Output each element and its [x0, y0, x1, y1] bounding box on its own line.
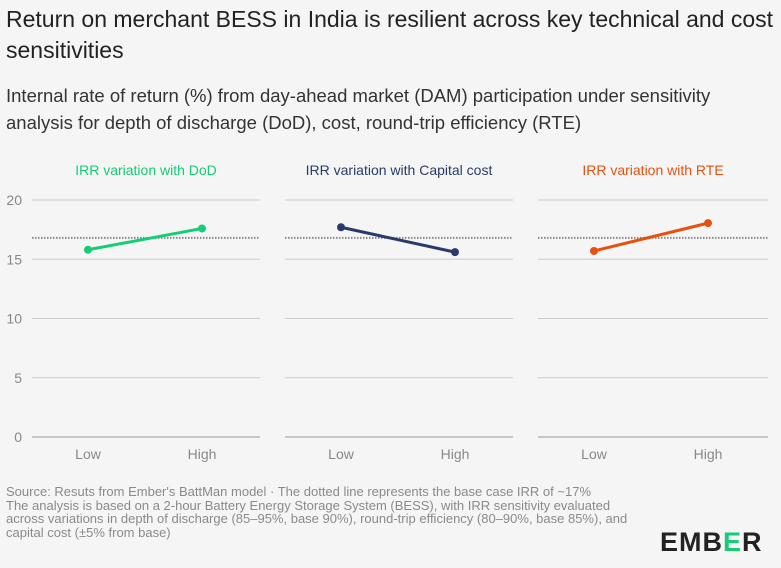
data-point — [451, 248, 459, 257]
panel-title: IRR variation with DoD — [75, 162, 217, 178]
logo-text: EMB — [660, 527, 723, 557]
x-tick-label: High — [694, 446, 723, 462]
chart-subtitle: Internal rate of return (%) from day-ahe… — [6, 85, 711, 133]
series-line — [87, 226, 203, 252]
data-point — [590, 246, 598, 255]
chart-title: Return on merchant BESS in India is resi… — [6, 6, 774, 63]
logo-text-end: R — [742, 527, 763, 557]
series-line — [593, 221, 709, 253]
ember-logo: EMBER — [660, 527, 763, 558]
x-tick-label: High — [441, 446, 470, 462]
data-point — [198, 224, 206, 233]
y-tick-label: 10 — [6, 311, 22, 327]
x-tick-label: High — [188, 446, 217, 462]
data-point — [337, 223, 345, 232]
method-note: The analysis is based on a 2-hour Batter… — [6, 497, 628, 540]
plot-area: IRR variation with DoD 0 5 10 15 20 Low High IRR… — [6, 162, 768, 462]
data-point — [84, 245, 92, 254]
x-tick-label: Low — [75, 446, 102, 462]
logo-accent: E — [723, 527, 743, 557]
data-point — [704, 219, 712, 228]
y-tick-label: 5 — [14, 370, 22, 386]
y-tick-label: 15 — [6, 251, 22, 267]
y-tick-label: 20 — [6, 192, 22, 208]
series-line — [340, 225, 456, 254]
panel-title: IRR variation with Capital cost — [306, 162, 493, 178]
x-tick-label: Low — [328, 446, 355, 462]
panel-title: IRR variation with RTE — [582, 162, 723, 178]
x-tick-label: Low — [581, 446, 608, 462]
source-note: Source: Resuts from Ember's BattMan mode… — [6, 484, 591, 499]
y-tick-label: 0 — [14, 429, 22, 445]
footer: Source: Resuts from Ember's BattMan mode… — [6, 485, 646, 539]
